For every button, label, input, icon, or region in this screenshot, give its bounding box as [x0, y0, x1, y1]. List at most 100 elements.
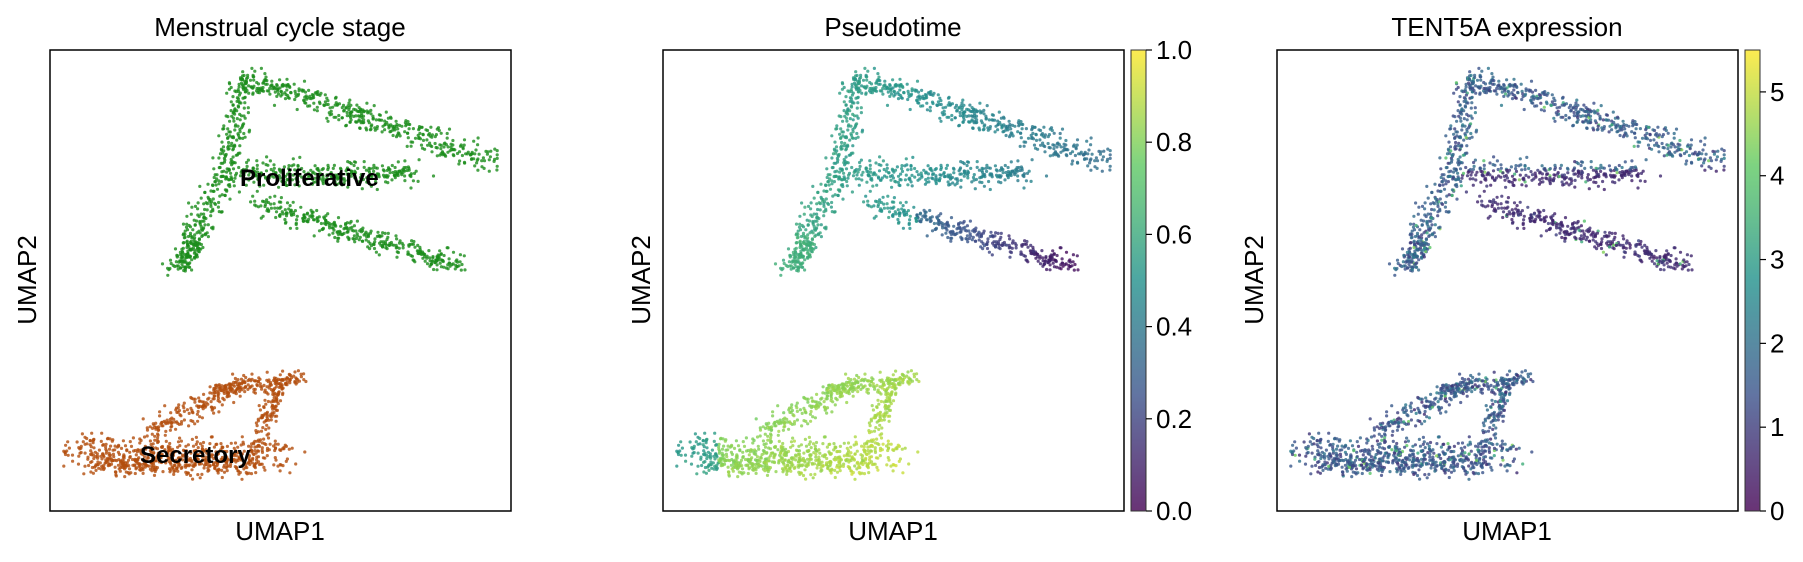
- data-point: [969, 166, 973, 170]
- data-point: [833, 468, 837, 472]
- data-point: [187, 201, 191, 205]
- data-point: [269, 84, 273, 88]
- data-point: [836, 188, 841, 192]
- data-point: [275, 414, 279, 418]
- data-point: [1002, 115, 1006, 119]
- data-point: [315, 219, 319, 224]
- data-point: [850, 165, 854, 170]
- data-point: [680, 446, 685, 450]
- data-point: [877, 82, 881, 86]
- data-point: [979, 235, 984, 239]
- data-point: [763, 426, 768, 430]
- data-point: [304, 94, 308, 98]
- data-point: [842, 100, 846, 104]
- data-point: [1007, 119, 1011, 123]
- data-point: [242, 131, 246, 136]
- data-point: [104, 445, 108, 449]
- data-point: [428, 264, 432, 268]
- data-point: [425, 262, 430, 266]
- data-point: [713, 431, 717, 435]
- data-point: [746, 471, 750, 476]
- data-point: [805, 449, 809, 453]
- data-point: [695, 472, 699, 476]
- data-point: [431, 174, 436, 178]
- data-point: [67, 446, 71, 450]
- data-point: [1047, 133, 1051, 137]
- data-point: [1101, 155, 1105, 159]
- data-point: [876, 398, 880, 402]
- data-point: [749, 457, 753, 461]
- data-point: [869, 205, 874, 209]
- data-point: [209, 210, 213, 214]
- data-point: [702, 449, 706, 453]
- data-point: [853, 435, 857, 439]
- data-point: [873, 450, 878, 454]
- data-point: [187, 265, 191, 269]
- data-point: [293, 168, 297, 172]
- data-point: [294, 221, 298, 225]
- data-point: [207, 197, 211, 201]
- data-point: [1059, 246, 1063, 250]
- data-point: [776, 404, 780, 408]
- data-point: [179, 266, 183, 270]
- data-point: [830, 156, 834, 160]
- data-point: [128, 455, 132, 459]
- data-point: [928, 208, 932, 213]
- data-point: [232, 384, 236, 388]
- data-point: [959, 178, 963, 182]
- data-point: [177, 260, 181, 264]
- data-point: [869, 419, 874, 423]
- data-point: [272, 85, 276, 89]
- data-point: [389, 115, 393, 119]
- data-point: [237, 93, 241, 97]
- data-point: [101, 443, 106, 447]
- data-point: [844, 103, 848, 107]
- data-point: [892, 200, 896, 204]
- data-point: [908, 107, 912, 112]
- data-point: [1019, 252, 1023, 256]
- data-point: [201, 455, 205, 459]
- data-point: [91, 471, 95, 475]
- data-point: [801, 231, 806, 235]
- data-point: [267, 432, 271, 436]
- data-point: [977, 238, 981, 242]
- data-point: [1044, 174, 1049, 178]
- data-point: [982, 112, 986, 116]
- data-point: [974, 239, 978, 243]
- data-point: [469, 157, 474, 161]
- data-point: [298, 155, 302, 159]
- data-point: [239, 114, 244, 118]
- data-point: [192, 397, 196, 401]
- data-point: [89, 460, 93, 464]
- data-point: [830, 200, 834, 205]
- data-point: [955, 108, 959, 112]
- data-point: [264, 82, 268, 86]
- data-point: [237, 455, 241, 459]
- data-point: [872, 429, 877, 433]
- data-point: [380, 245, 385, 249]
- data-point: [337, 118, 341, 122]
- data-point: [825, 411, 829, 415]
- data-point: [493, 147, 497, 151]
- data-point: [268, 442, 272, 446]
- data-point: [809, 419, 813, 423]
- data-point: [253, 439, 257, 443]
- data-point: [292, 82, 296, 86]
- data-point: [851, 174, 856, 178]
- data-point: [154, 459, 158, 463]
- data-point: [453, 267, 457, 271]
- data-point: [267, 386, 271, 390]
- data-point: [689, 462, 694, 466]
- data-point: [75, 440, 79, 444]
- data-point: [883, 174, 887, 178]
- data-point: [164, 439, 168, 443]
- data-point: [287, 447, 291, 451]
- data-point: [998, 243, 1002, 247]
- data-point: [853, 452, 857, 456]
- data-point: [199, 242, 203, 247]
- data-point: [248, 78, 253, 82]
- data-point: [840, 140, 844, 145]
- data-point: [1031, 249, 1035, 253]
- data-point: [264, 402, 268, 406]
- data-point: [85, 436, 89, 441]
